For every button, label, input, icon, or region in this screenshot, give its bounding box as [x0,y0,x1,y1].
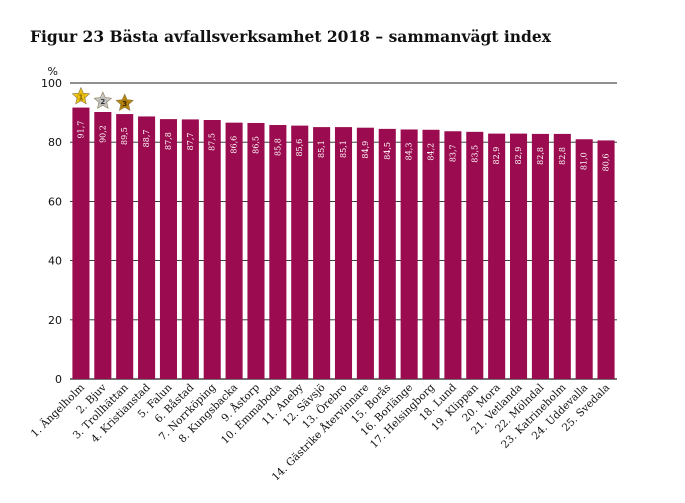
data-label: 85,6 [295,139,304,157]
rank-badges: 1 2 3 [71,86,134,111]
data-label: 82,8 [558,147,567,165]
bar [225,122,243,379]
data-label: 87,5 [208,133,217,151]
data-label: 82,9 [492,147,501,165]
bar [334,127,353,379]
bar [203,120,221,379]
bar [94,112,112,380]
bar [466,131,484,379]
data-label: 86,6 [230,136,239,154]
data-label: 84,2 [427,143,436,161]
bar [597,140,615,379]
bar [247,122,265,380]
bar [553,133,571,379]
y-tick-labels: 0 20 40 60 80 100 [41,77,62,386]
bar [444,131,462,379]
data-label: 85,1 [317,140,326,158]
bar [291,125,309,380]
data-label: 88,7 [142,130,151,148]
bar [116,114,134,379]
data-label: 84,3 [405,143,414,161]
bar [269,125,287,379]
y-tick-label: 80 [48,136,62,149]
bars [72,107,615,380]
bar [510,133,528,379]
y-axis-unit: % [48,65,58,78]
rank-badge-star-icon: 3 [115,93,134,111]
bar [313,127,331,379]
rank-badge-star-icon: 1 [71,86,91,105]
data-label: 87,8 [164,132,173,150]
data-label: 84,5 [383,142,392,160]
data-label: 91,7 [76,121,85,139]
data-label: 83,7 [448,144,457,162]
data-label: 90,2 [98,125,107,143]
bar [356,127,374,379]
data-label: 80,6 [602,154,611,172]
chart-title: Figur 23 Bästa avfallsverksamhet 2018 – … [30,27,551,46]
bar [400,129,418,379]
bar [422,129,440,379]
bar [531,133,549,379]
value-labels: 91,7 90,2 89,5 88,7 87,8 87,7 87,5 86,6 86,5 85,8… [76,121,610,172]
y-tick-label: 0 [55,373,62,386]
bar [488,133,506,379]
data-label: 85,8 [273,138,282,156]
data-label: 86,5 [251,136,260,154]
data-label: 85,1 [339,140,348,158]
bar [378,128,396,379]
data-label: 87,7 [186,133,195,151]
y-tick-label: 40 [48,255,62,268]
bar [575,139,593,379]
y-tick-label: 100 [41,77,62,90]
badge-disc [77,93,85,101]
rank-badge-star-icon: 2 [93,91,113,109]
rank-number: 3 [122,100,127,108]
data-label: 82,8 [536,147,545,165]
data-label: 82,9 [514,147,523,165]
y-tick-label: 20 [48,314,62,327]
rank-number: 2 [100,98,105,106]
data-label: 81,0 [580,152,589,170]
bar [181,119,199,380]
rank-number: 1 [79,94,84,102]
data-label: 84,9 [361,141,370,159]
bar [138,116,156,379]
bar [72,107,90,380]
badge-disc [98,97,107,106]
badge-disc [120,99,129,108]
data-label: 89,5 [120,127,129,145]
bar [159,119,177,379]
data-label: 83,5 [470,145,479,163]
y-tick-label: 60 [48,195,62,208]
